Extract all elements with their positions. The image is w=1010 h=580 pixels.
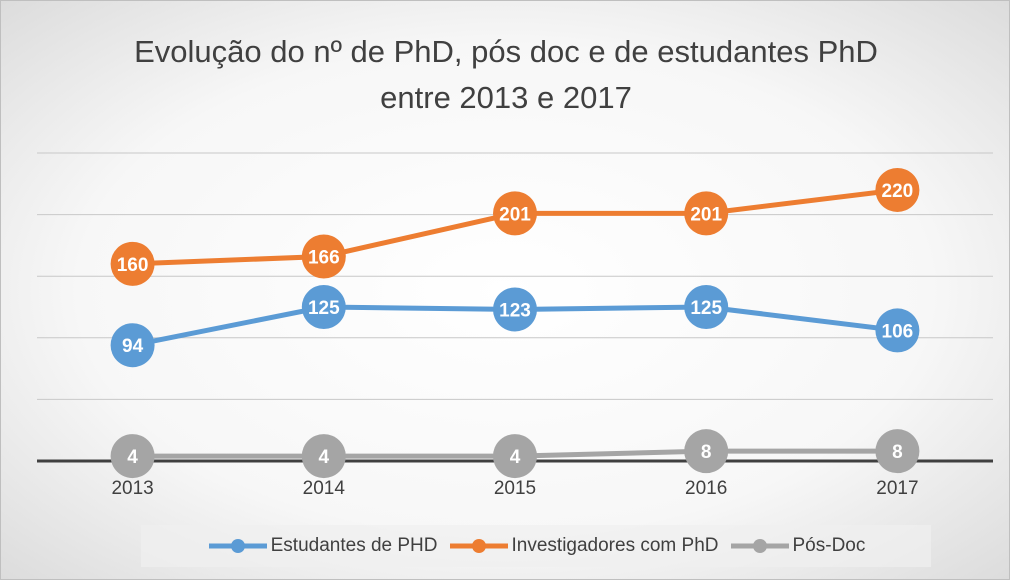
data-point: [301, 234, 346, 279]
data-label: 94: [122, 336, 144, 357]
data-label: 8: [892, 442, 903, 463]
x-tick-label: 2016: [685, 478, 727, 499]
x-tick-label: 2013: [111, 478, 153, 499]
legend-item: Investigadores com PhD: [448, 535, 719, 557]
legend-label: Investigadores com PhD: [511, 535, 719, 556]
legend-item: Pós-Doc: [729, 535, 866, 557]
data-point: [493, 191, 537, 236]
data-point: [301, 434, 346, 479]
data-label: 201: [690, 204, 722, 225]
data-point: [110, 241, 155, 286]
legend-marker: [730, 539, 789, 553]
data-label: 106: [882, 321, 914, 342]
data-point: [684, 429, 729, 474]
legend-marker: [208, 539, 267, 553]
data-label: 4: [127, 447, 138, 468]
data-point: [110, 323, 155, 368]
data-label: 160: [117, 255, 149, 276]
data-label: 220: [882, 181, 914, 202]
chart-title: Evolução do nº de PhD, pós doc e de estu…: [134, 34, 878, 115]
data-point: [684, 285, 729, 329]
legend-dot: [752, 539, 767, 553]
legend-dot: [230, 539, 245, 553]
data-label: 125: [690, 298, 722, 319]
data-label: 125: [308, 298, 340, 319]
data-point: [301, 285, 346, 329]
data-point: [875, 429, 920, 474]
data-label: 4: [510, 447, 521, 468]
legend-label: Pós-Doc: [792, 535, 866, 556]
data-point: [875, 167, 920, 212]
legend-dot: [471, 539, 486, 553]
legend-item: Estudantes de PHD: [207, 535, 438, 557]
data-point: [493, 434, 537, 479]
legend: Estudantes de PHD Investigadores com PhD P…: [141, 525, 931, 567]
data-point: [110, 434, 155, 479]
data-label: 201: [499, 204, 531, 225]
data-label: 4: [319, 447, 330, 468]
legend-label: Estudantes de PHD: [270, 535, 438, 556]
data-label: 123: [499, 300, 531, 321]
data-label: 8: [701, 442, 712, 463]
data-point: [875, 308, 920, 353]
legend-marker: [449, 539, 508, 553]
data-point: [684, 191, 729, 236]
x-tick-label: 2017: [876, 478, 918, 499]
x-tick-label: 2014: [303, 478, 346, 499]
x-tick-label: 2015: [494, 478, 536, 499]
data-label: 166: [308, 247, 340, 268]
data-point: [493, 287, 537, 332]
